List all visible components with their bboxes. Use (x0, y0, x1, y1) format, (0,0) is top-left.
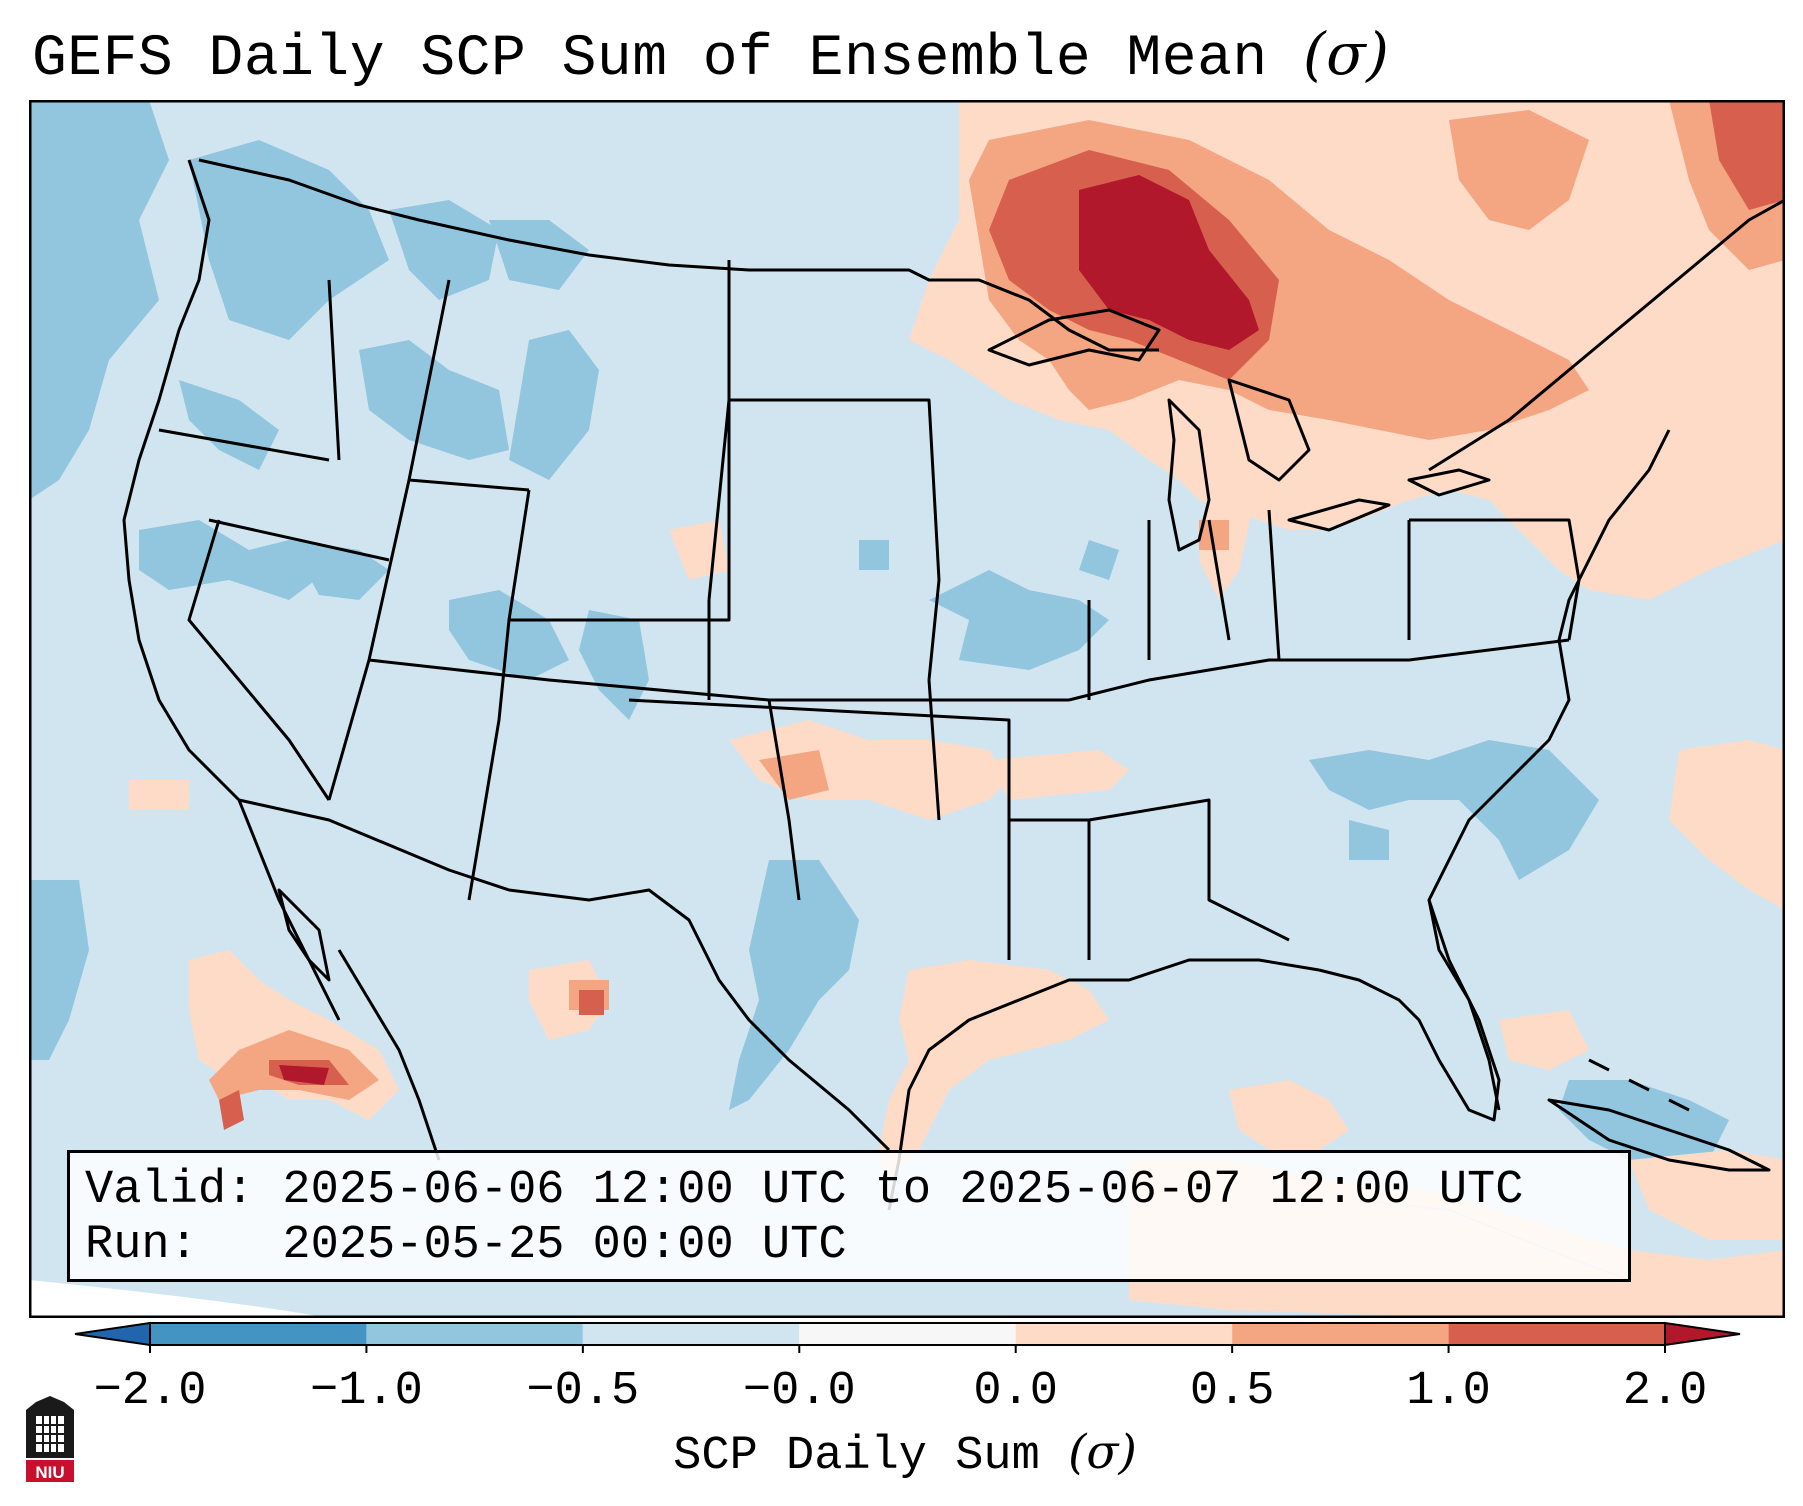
colorbar-tick-label: 1.0 (1406, 1365, 1491, 1418)
colorbar-tick-label: 2.0 (1622, 1365, 1708, 1418)
colorbar-under-extension (74, 1321, 151, 1347)
lake-erie (1287, 498, 1391, 532)
run-time-text: Run: 2025-05-25 00:00 UTC (85, 1219, 847, 1272)
valid-time-text: Valid: 2025-06-06 12:00 UTC to 2025-06-0… (85, 1164, 1524, 1217)
map-svg (29, 100, 1785, 1318)
lake-michigan (1167, 398, 1211, 552)
niu-logo: NIU (26, 1396, 74, 1482)
map-title: GEFS Daily SCP Sum of Ensemble Mean (σ) (32, 20, 1389, 92)
colorbar-tick-label: 0.0 (973, 1365, 1059, 1418)
colorbar-bin (366, 1323, 583, 1345)
valid-time-box: Valid: 2025-06-06 12:00 UTC to 2025-06-0… (67, 1150, 1631, 1282)
lake-ontario (1407, 468, 1491, 497)
colorbar-tick-label: 0.5 (1189, 1365, 1275, 1418)
coastline-west (122, 159, 341, 1021)
colorbar-bin (1015, 1323, 1233, 1345)
map-title-text: GEFS Daily SCP Sum of Ensemble Mean (32, 27, 1268, 92)
negative-anomaly-regions (29, 100, 1729, 1170)
map-panel[interactable] (29, 100, 1785, 1318)
colorbar-tick-label: −0.5 (526, 1365, 640, 1418)
colorbar-tick-label: −0.0 (742, 1365, 856, 1418)
extreme-positive-regions (279, 175, 1259, 1085)
colorbar-title-sigma: (σ) (1068, 1425, 1137, 1480)
baja-california (277, 888, 331, 982)
border-us-canada (198, 158, 1159, 352)
colorbar-bin (1232, 1323, 1449, 1345)
coastline-gulf (887, 958, 1320, 1211)
map-title-sigma: (σ) (1303, 20, 1390, 88)
niu-logo-text: NIU (35, 1463, 64, 1482)
colorbar-bin (150, 1323, 367, 1345)
island-cuba (1547, 1098, 1771, 1172)
lake-superior (987, 308, 1161, 367)
colorbar-title-text: SCP Daily Sum (673, 1430, 1040, 1483)
projection-corner-bottom-left (29, 1280, 329, 1318)
colorbar-tick-label: −2.0 (93, 1365, 207, 1418)
coastline-northeast (1428, 198, 1785, 472)
colorbar-bin (1448, 1323, 1665, 1345)
coastline-east (1427, 429, 1671, 1111)
map-frame (29, 100, 1785, 1318)
coastline-mexico (337, 949, 441, 1161)
colorbar-tick-label: −1.0 (310, 1365, 423, 1418)
colorbar-bin (582, 1323, 800, 1345)
island-bahamas (1588, 1058, 1690, 1112)
colorbar (74, 1321, 1741, 1353)
coastline-florida (1318, 899, 1501, 1122)
niu-logo-window-grid (36, 1416, 64, 1452)
colorbar-over-extension (1664, 1321, 1741, 1347)
niu-logo-banner (26, 1460, 74, 1482)
map-boundaries (122, 158, 1785, 1211)
colorbar-bin (799, 1323, 1016, 1345)
state-lines (158, 260, 1581, 960)
colorbar-title: SCP Daily Sum (σ) (673, 1425, 1137, 1483)
lake-huron (1227, 378, 1311, 482)
border-us-mexico (238, 798, 891, 1152)
colorbar-frame (149, 1322, 1666, 1346)
